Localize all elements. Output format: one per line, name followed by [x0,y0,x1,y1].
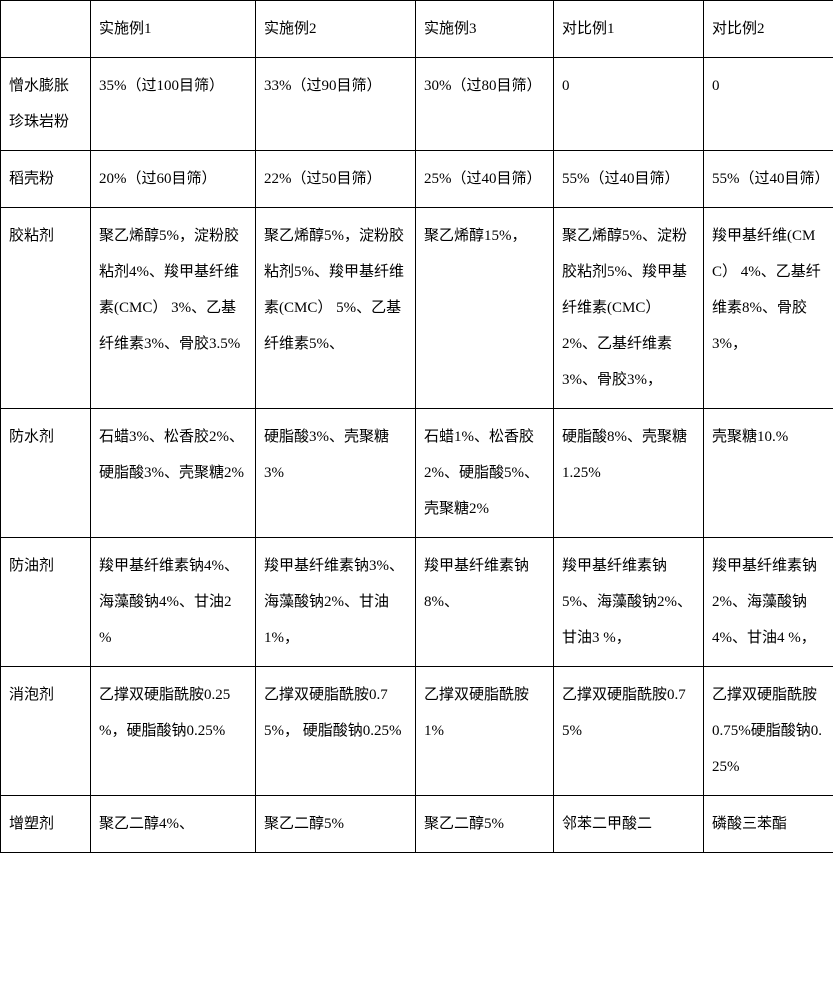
table-cell: 25%（过40目筛） [416,151,554,208]
table-cell: 30%（过80目筛） [416,58,554,151]
table-cell: 35%（过100目筛） [91,58,256,151]
table-cell: 乙撑双硬脂酰胺1% [416,667,554,796]
table-cell: 羧甲基纤维(CMC） 4%、乙基纤维素8%、骨胶3%， [704,208,833,409]
table-header-cell [1,1,91,58]
table-row: 增塑剂聚乙二醇4%、聚乙二醇5%聚乙二醇5%邻苯二甲酸二磷酸三苯酯 [1,796,833,853]
row-label: 消泡剂 [1,667,91,796]
table-header-cell: 对比例2 [704,1,833,58]
table-row: 胶粘剂聚乙烯醇5%，淀粉胶粘剂4%、羧甲基纤维素(CMC） 3%、乙基纤维素3%… [1,208,833,409]
row-label: 憎水膨胀珍珠岩粉 [1,58,91,151]
table-header-cell: 实施例1 [91,1,256,58]
table-cell: 聚乙烯醇5%，淀粉胶粘剂5%、羧甲基纤维素(CMC） 5%、乙基纤维素5%、 [256,208,416,409]
row-label: 防水剂 [1,409,91,538]
table-cell: 55%（过40目筛） [554,151,704,208]
table-cell: 羧甲基纤维素钠4%、海藻酸钠4%、甘油2 % [91,538,256,667]
table-cell: 硬脂酸3%、壳聚糖3% [256,409,416,538]
table-cell: 磷酸三苯酯 [704,796,833,853]
table-row: 防油剂羧甲基纤维素钠4%、海藻酸钠4%、甘油2 %羧甲基纤维素钠3%、海藻酸钠2… [1,538,833,667]
row-label: 防油剂 [1,538,91,667]
table-cell: 邻苯二甲酸二 [554,796,704,853]
table-cell: 聚乙烯醇5%、淀粉胶粘剂5%、羧甲基纤维素(CMC） 2%、乙基纤维素3%、骨胶… [554,208,704,409]
table-cell: 聚乙二醇5% [416,796,554,853]
table-cell: 20%（过60目筛） [91,151,256,208]
table-cell: 55%（过40目筛） [704,151,833,208]
table-row: 憎水膨胀珍珠岩粉35%（过100目筛）33%（过90目筛）30%（过80目筛）0… [1,58,833,151]
row-label: 增塑剂 [1,796,91,853]
table-header-cell: 实施例2 [256,1,416,58]
table-cell: 聚乙二醇5% [256,796,416,853]
row-label: 稻壳粉 [1,151,91,208]
table-cell: 乙撑双硬脂酰胺0.75% [554,667,704,796]
table-header-row: 实施例1实施例2实施例3对比例1对比例2 [1,1,833,58]
table-cell: 石蜡1%、松香胶2%、硬脂酸5%、壳聚糖2% [416,409,554,538]
table-header-cell: 实施例3 [416,1,554,58]
table-row: 消泡剂乙撑双硬脂酰胺0.25 %，硬脂酸钠0.25%乙撑双硬脂酰胺0.75%， … [1,667,833,796]
table-cell: 乙撑双硬脂酰胺0.75%硬脂酸钠0.25% [704,667,833,796]
table-cell: 乙撑双硬脂酰胺0.75%， 硬脂酸钠0.25% [256,667,416,796]
table-cell: 聚乙烯醇15%， [416,208,554,409]
table-cell: 硬脂酸8%、壳聚糖1.25% [554,409,704,538]
table-header-cell: 对比例1 [554,1,704,58]
table-row: 稻壳粉20%（过60目筛）22%（过50目筛）25%（过40目筛）55%（过40… [1,151,833,208]
table-cell: 乙撑双硬脂酰胺0.25 %，硬脂酸钠0.25% [91,667,256,796]
table-cell: 羧甲基纤维素钠3%、海藻酸钠2%、甘油1%， [256,538,416,667]
table-row: 防水剂石蜡3%、松香胶2%、硬脂酸3%、壳聚糖2% 硬脂酸3%、壳聚糖3%石蜡1… [1,409,833,538]
table-cell: 羧甲基纤维素钠8%、 [416,538,554,667]
table-cell: 0 [554,58,704,151]
table-cell: 石蜡3%、松香胶2%、硬脂酸3%、壳聚糖2% [91,409,256,538]
table-cell: 羧甲基纤维素钠2%、海藻酸钠4%、甘油4 %， [704,538,833,667]
table-cell: 0 [704,58,833,151]
table-cell: 聚乙二醇4%、 [91,796,256,853]
row-label: 胶粘剂 [1,208,91,409]
table-cell: 33%（过90目筛） [256,58,416,151]
table-cell: 壳聚糖10.% [704,409,833,538]
table-cell: 22%（过50目筛） [256,151,416,208]
composition-table: 实施例1实施例2实施例3对比例1对比例2憎水膨胀珍珠岩粉35%（过100目筛）3… [0,0,833,853]
table-cell: 羧甲基纤维素钠5%、海藻酸钠2%、甘油3 %， [554,538,704,667]
table-cell: 聚乙烯醇5%，淀粉胶粘剂4%、羧甲基纤维素(CMC） 3%、乙基纤维素3%、骨胶… [91,208,256,409]
